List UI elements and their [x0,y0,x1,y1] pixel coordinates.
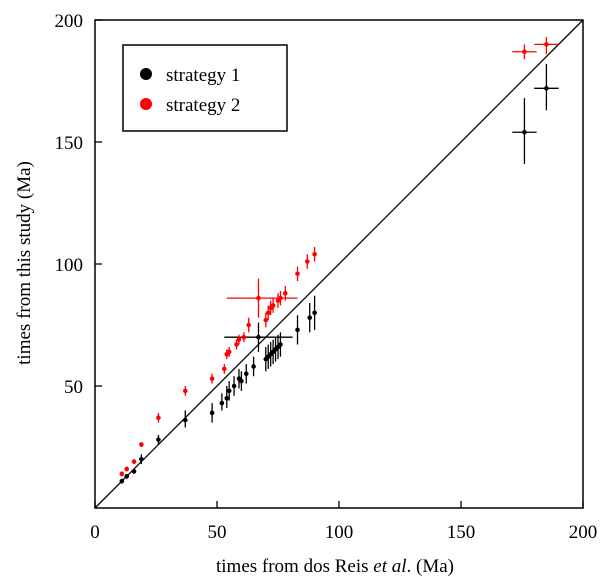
data-point [243,371,249,377]
data-point [131,469,137,474]
data-point [241,334,247,340]
data-point [209,410,215,416]
identity-line-path [94,19,584,509]
x-axis: 0 50 100 150 200 [90,501,597,543]
data-point [224,395,230,401]
data-point [283,290,288,296]
series-strategy-1 [119,63,559,484]
data-point [278,342,283,347]
y-axis-title: times from this study (Ma) [14,161,35,365]
data-point [312,251,317,257]
data-point [124,473,130,479]
y-tick-label: 50 [64,377,83,398]
legend-label-strategy-1: strategy 1 [166,65,240,86]
x-tick-label: 100 [325,522,354,543]
data-point [265,310,271,316]
data-point [263,317,269,323]
data-point [239,378,244,384]
legend-marker-strategy-2 [140,98,152,110]
data-point [209,376,215,381]
series-layer [119,37,559,484]
x-tick-label: 50 [208,522,227,543]
data-point [522,129,527,135]
identity-line [94,19,584,509]
data-point [312,310,317,316]
data-point [226,349,232,355]
data-point [119,478,125,484]
data-point [119,471,125,477]
data-point [544,42,549,47]
legend-box [122,44,288,132]
data-point [131,459,137,464]
data-point [231,383,237,389]
y-tick-label: 100 [55,255,84,276]
data-point [246,322,252,328]
data-point [139,456,144,462]
x-tick-label: 0 [90,522,100,543]
legend-marker-strategy-1 [140,68,152,80]
data-point [234,342,239,347]
data-point [544,86,549,91]
data-point [295,327,300,333]
x-tick-label: 200 [569,522,598,543]
data-point [219,400,225,406]
data-point [307,315,313,320]
y-tick-label: 200 [55,11,84,32]
data-point [222,366,227,372]
data-point [256,295,261,301]
data-point [156,437,161,442]
legend: strategy 1 strategy 2 [122,44,288,132]
data-point [156,415,161,421]
data-point [278,295,283,301]
data-point [270,303,276,308]
data-point [295,271,300,277]
data-point [256,334,261,340]
series-strategy-2 [119,37,559,477]
data-point [251,364,256,369]
data-point [522,49,527,55]
x-axis-title: times from dos Reis et al. (Ma) [216,556,454,577]
x-tick-label: 150 [447,522,476,543]
data-point [304,259,310,264]
y-axis: 50 100 150 200 [55,11,102,398]
data-point [139,442,144,447]
data-point [182,417,188,423]
data-point [124,466,130,472]
data-point [226,388,232,394]
y-tick-label: 150 [55,133,84,154]
data-point [236,337,242,342]
legend-label-strategy-2: strategy 2 [166,95,240,116]
data-point [182,388,188,394]
